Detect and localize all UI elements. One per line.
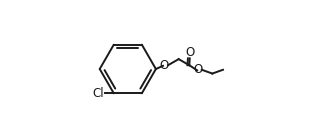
Text: O: O — [160, 59, 169, 72]
Text: O: O — [185, 46, 195, 59]
Text: Cl: Cl — [93, 87, 104, 100]
Text: O: O — [194, 63, 203, 76]
